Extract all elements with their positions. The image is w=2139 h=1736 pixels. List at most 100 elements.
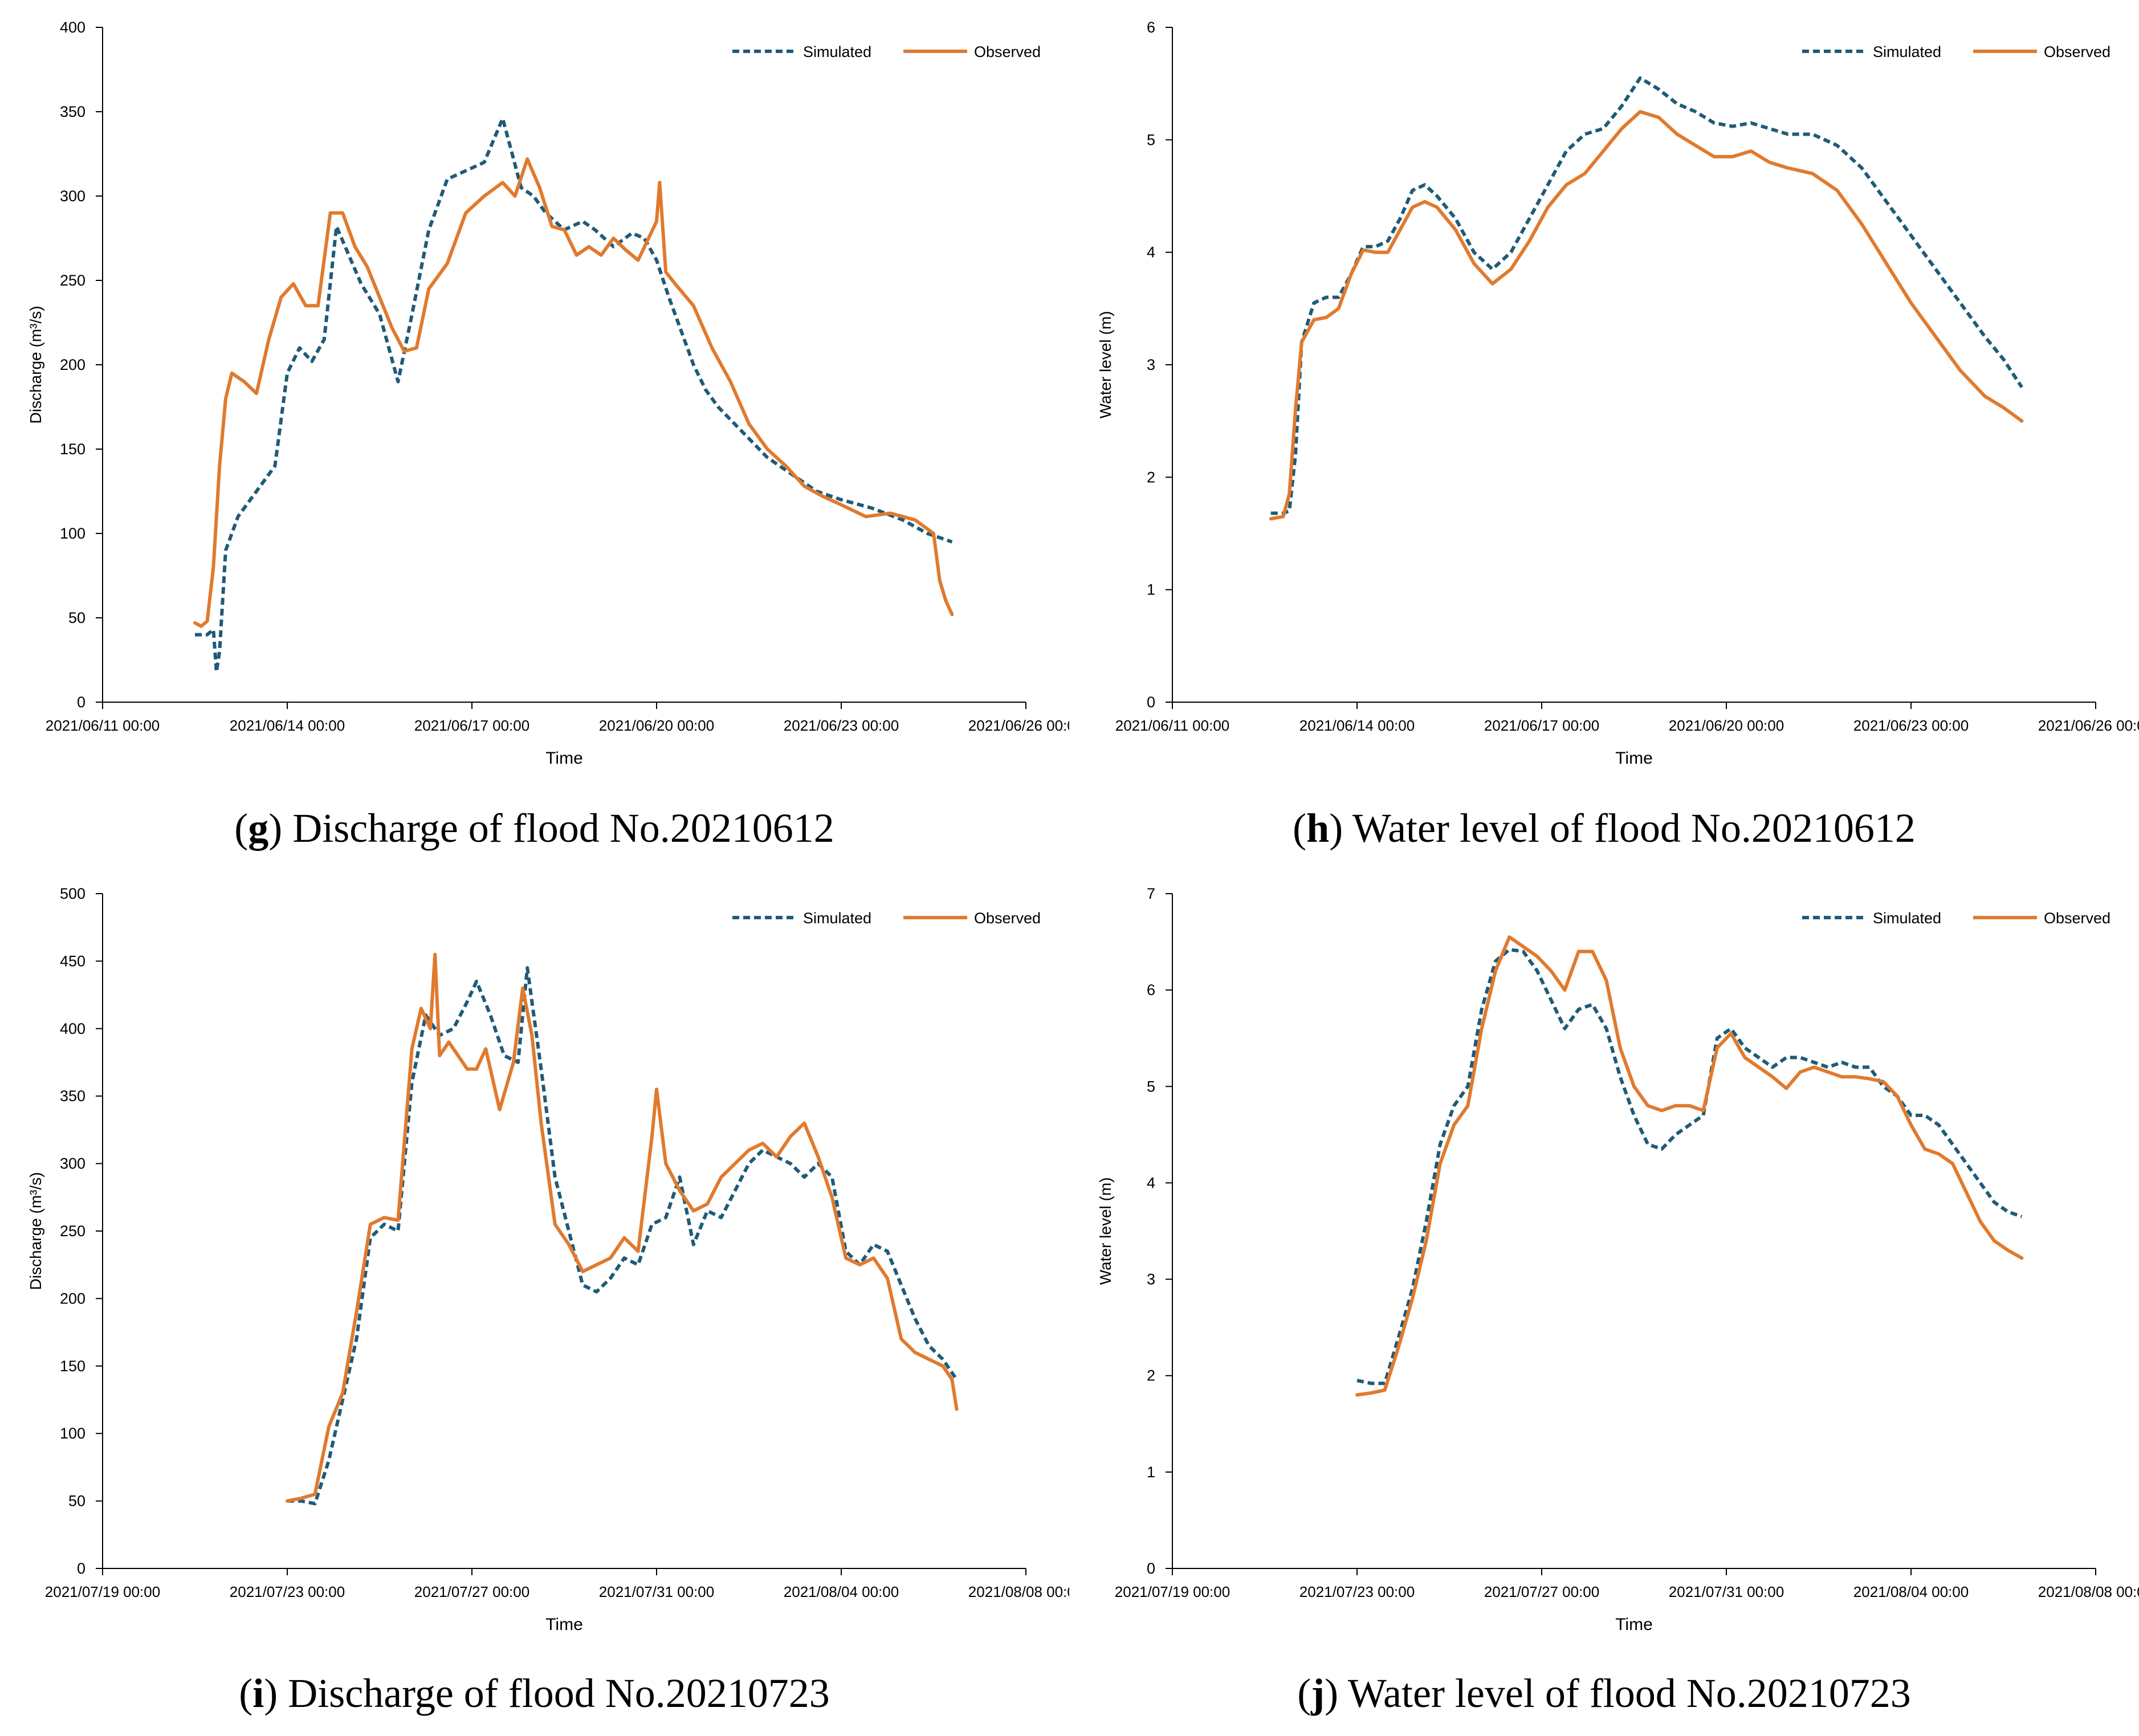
y-axis-title: Discharge (m³/s) (27, 306, 44, 424)
y-axis-title: Water level (m) (1097, 1177, 1114, 1285)
legend-label-observed: Observed (974, 910, 1041, 927)
x-tick-label: 2021/06/20 00:00 (599, 717, 714, 734)
x-tick-label: 2021/08/08 00:00 (968, 1583, 1069, 1600)
y-tick-label: 400 (60, 19, 85, 36)
y-tick-label: 0 (77, 694, 85, 711)
legend-label-observed: Observed (2044, 43, 2111, 60)
y-tick-label: 300 (60, 188, 85, 205)
x-tick-label: 2021/06/11 00:00 (1115, 717, 1229, 734)
caption-text: Water level of flood No.20210612 (1352, 805, 1916, 851)
chart-panel-j: 0 1 2 3 4 5 6 7 2021/07/19 00:00 2021/07/23 00:00… (1097, 885, 2139, 1634)
y-tick-label: 450 (60, 952, 85, 969)
y-tick-label: 2 (1147, 468, 1155, 486)
y-tick-label: 0 (77, 1560, 85, 1577)
x-tick-label: 2021/07/23 00:00 (230, 1583, 345, 1600)
y-tick-label: 1 (1147, 581, 1155, 598)
x-tick-label: 2021/08/04 00:00 (1853, 1583, 1969, 1600)
y-tick-label: 1 (1147, 1464, 1155, 1481)
x-tick-label: 2021/07/19 00:00 (45, 1583, 160, 1600)
y-tick-label: 6 (1147, 19, 1155, 36)
y-tick-label: 5 (1147, 131, 1155, 148)
series-line-simulated (287, 966, 958, 1506)
x-tick-label: 2021/06/17 00:00 (414, 717, 529, 734)
caption-g: (g) Discharge of flood No.20210612 (234, 805, 834, 851)
series-line-observed (1355, 935, 2024, 1397)
y-tick-label: 7 (1147, 885, 1155, 902)
x-tick-label: 2021/08/08 00:00 (2038, 1583, 2139, 1600)
x-axis-title: Time (545, 749, 583, 768)
caption-text: Discharge of flood No.20210612 (292, 805, 834, 851)
y-tick-label: 350 (60, 103, 85, 120)
caption-i: (i) Discharge of flood No.20210723 (239, 1670, 830, 1716)
x-tick-label: 2021/06/20 00:00 (1669, 717, 1784, 734)
x-tick-label: 2021/07/31 00:00 (599, 1583, 714, 1600)
y-axis-title: Water level (m) (1097, 311, 1114, 419)
y-tick-label: 0 (1147, 1560, 1155, 1577)
y-tick-label: 50 (68, 1493, 85, 1510)
x-axis-title: Time (1615, 1615, 1653, 1634)
x-tick-label: 2021/06/23 00:00 (1853, 717, 1969, 734)
caption-h: (h) Water level of flood No.20210612 (1293, 805, 1916, 851)
y-tick-label: 300 (60, 1155, 85, 1172)
y-tick-label: 250 (60, 1222, 85, 1240)
legend-label-simulated: Simulated (803, 43, 871, 60)
x-tick-label: 2021/06/26 00:00 (968, 717, 1069, 734)
x-tick-label: 2021/07/27 00:00 (1484, 1583, 1599, 1600)
y-tick-label: 200 (60, 356, 85, 373)
series-line-simulated (195, 116, 953, 674)
x-axis-title: Time (1615, 749, 1653, 768)
series-line-observed (193, 157, 954, 628)
x-tick-label: 2021/07/31 00:00 (1669, 1583, 1784, 1600)
x-tick-label: 2021/08/04 00:00 (784, 1583, 899, 1600)
y-axis-title: Discharge (m³/s) (27, 1172, 44, 1290)
x-tick-label: 2021/06/11 00:00 (46, 717, 160, 734)
y-tick-label: 400 (60, 1020, 85, 1037)
y-tick-label: 150 (60, 441, 85, 458)
y-tick-label: 200 (60, 1290, 85, 1307)
y-tick-label: 3 (1147, 356, 1155, 373)
y-tick-label: 250 (60, 272, 85, 289)
x-tick-label: 2021/06/14 00:00 (1299, 717, 1415, 734)
caption-letter: j (1311, 1670, 1325, 1716)
y-tick-label: 0 (1147, 694, 1155, 711)
chart-panel-h: 0 1 2 3 4 5 6 2021/06/11 00:00 2021/06/14 00:00 2… (1097, 19, 2139, 768)
x-tick-label: 2021/07/19 00:00 (1115, 1583, 1230, 1600)
x-axis-title: Time (545, 1615, 583, 1634)
y-tick-label: 100 (60, 1425, 85, 1442)
y-tick-label: 4 (1147, 244, 1155, 261)
y-tick-label: 3 (1147, 1271, 1155, 1288)
x-tick-label: 2021/06/14 00:00 (230, 717, 345, 734)
y-tick-label: 5 (1147, 1078, 1155, 1095)
series-line-simulated (1356, 948, 2023, 1385)
y-tick-label: 150 (60, 1358, 85, 1375)
caption-letter: g (248, 805, 269, 851)
legend-label-observed: Observed (2044, 910, 2111, 927)
series-line-observed (286, 952, 959, 1503)
caption-j: (j) Water level of flood No.20210723 (1297, 1670, 1911, 1716)
y-tick-label: 6 (1147, 981, 1155, 999)
y-tick-label: 50 (68, 609, 85, 626)
chart-panel-i: 0 50 100 150 200 250 300 350 400 450 500 2021/07/19… (27, 885, 1069, 1634)
caption-text: Discharge of flood No.20210723 (288, 1670, 830, 1716)
x-tick-label: 2021/06/23 00:00 (784, 717, 899, 734)
legend-label-simulated: Simulated (1873, 43, 1941, 60)
series-line-observed (1269, 110, 2024, 521)
y-tick-label: 4 (1147, 1174, 1155, 1191)
x-tick-label: 2021/07/27 00:00 (414, 1583, 529, 1600)
caption-letter: i (252, 1670, 264, 1716)
y-tick-label: 500 (60, 885, 85, 902)
caption-text: Water level of flood No.20210723 (1347, 1670, 1911, 1716)
legend-label-simulated: Simulated (803, 910, 871, 927)
y-tick-label: 350 (60, 1087, 85, 1105)
legend-label-observed: Observed (974, 43, 1041, 60)
x-tick-label: 2021/07/23 00:00 (1299, 1583, 1415, 1600)
series-line-simulated (1270, 76, 2023, 515)
legend-label-simulated: Simulated (1873, 910, 1941, 927)
x-tick-label: 2021/06/17 00:00 (1484, 717, 1599, 734)
x-tick-label: 2021/06/26 00:00 (2038, 717, 2139, 734)
caption-letter: h (1306, 805, 1330, 851)
y-tick-label: 100 (60, 525, 85, 542)
y-tick-label: 2 (1147, 1367, 1155, 1384)
chart-panel-g: 0 50 100 150 200 250 300 350 400 2021/06/11 00:00… (27, 19, 1069, 768)
